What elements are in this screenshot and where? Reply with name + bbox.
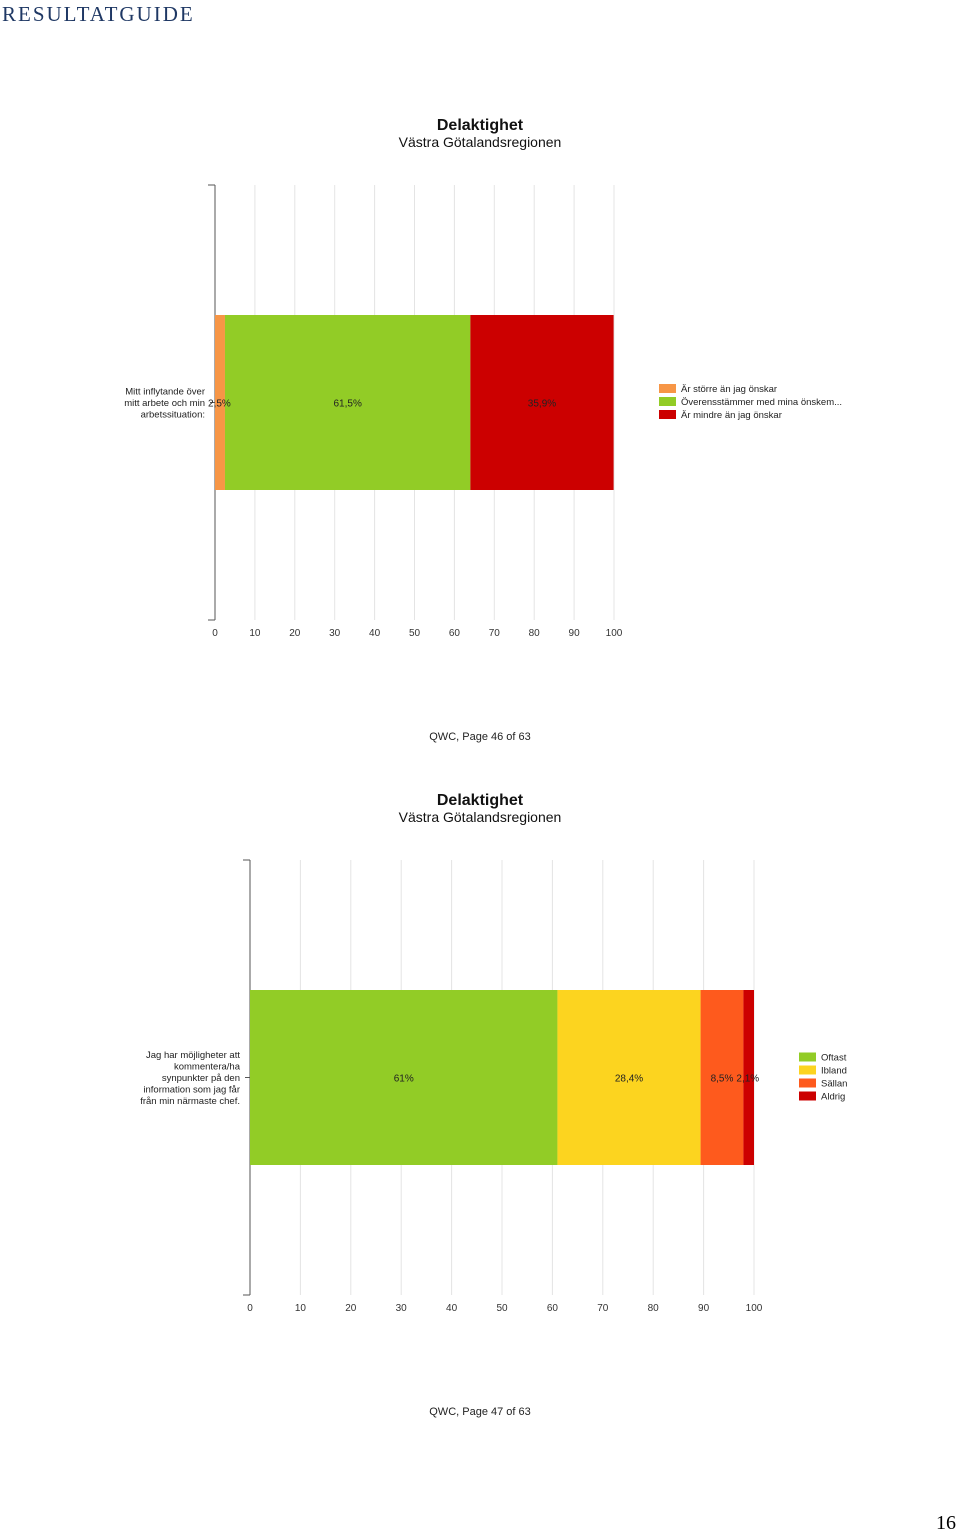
x-tick-label: 70: [489, 628, 501, 639]
legend-label: Överensstämmer med mina önskem...: [681, 397, 842, 408]
bar-segment-3: [470, 315, 614, 490]
x-tick-label: 100: [746, 1303, 763, 1314]
category-label: Mitt inflytande över: [125, 387, 205, 398]
x-tick-label: 100: [606, 628, 623, 639]
chart-subtitle: Västra Götalandsregionen: [399, 134, 562, 150]
data-label: 61%: [394, 1074, 414, 1085]
x-tick-label: 80: [648, 1303, 660, 1314]
x-tick-label: 50: [409, 628, 421, 639]
x-tick-label: 0: [247, 1303, 253, 1314]
bar-segment-2: [557, 990, 701, 1165]
x-tick-label: 40: [369, 628, 381, 639]
chart-2-footer: QWC, Page 47 of 63: [429, 1406, 531, 1418]
legend-swatch: [659, 397, 676, 406]
chart-title: Delaktighet: [437, 792, 524, 809]
data-label: 35,9%: [528, 399, 556, 410]
chart-subtitle: Västra Götalandsregionen: [399, 809, 562, 825]
legend-swatch: [799, 1091, 816, 1101]
data-label: 61,5%: [333, 399, 361, 410]
x-tick-label: 80: [529, 628, 541, 639]
category-label: kommentera/ha: [174, 1062, 241, 1073]
x-tick-label: 50: [496, 1303, 508, 1314]
legend-label: Ibland: [821, 1066, 847, 1077]
legend-label: Sällan: [821, 1079, 847, 1090]
x-tick-label: 90: [569, 628, 581, 639]
legend-swatch: [799, 1078, 816, 1088]
bar-segment-2: [224, 315, 471, 490]
bar-segment-1: [250, 990, 558, 1165]
category-label: mitt arbete och min: [124, 398, 205, 409]
x-tick-label: 70: [597, 1303, 609, 1314]
data-label: 28,4%: [615, 1074, 643, 1085]
data-label: 8,5%: [711, 1074, 734, 1085]
category-label: information som jag får: [143, 1085, 240, 1096]
legend-label: Aldrig: [821, 1092, 845, 1103]
x-tick-label: 90: [698, 1303, 710, 1314]
chart-1-footer: QWC, Page 46 of 63: [429, 731, 531, 743]
x-tick-label: 10: [249, 628, 261, 639]
legend-label: Är större än jag önskar: [681, 384, 777, 395]
x-tick-label: 10: [295, 1303, 307, 1314]
bar-segment-1: [215, 315, 225, 490]
x-tick-label: 60: [449, 628, 461, 639]
category-label: arbetssituation:: [141, 410, 205, 421]
legend-swatch: [659, 384, 676, 393]
x-tick-label: 20: [289, 628, 301, 639]
legend-swatch: [659, 410, 676, 419]
bar-segment-3: [700, 990, 744, 1165]
document-header: RESULTATGUIDE: [2, 2, 195, 26]
legend-label: Oftast: [821, 1053, 847, 1064]
x-tick-label: 40: [446, 1303, 458, 1314]
x-tick-label: 20: [345, 1303, 357, 1314]
category-label: från min närmaste chef.: [140, 1096, 240, 1107]
x-tick-label: 30: [396, 1303, 408, 1314]
category-label: synpunkter på den: [162, 1073, 240, 1084]
x-tick-label: 0: [212, 628, 218, 639]
x-tick-label: 60: [547, 1303, 559, 1314]
data-label: 2,1%: [736, 1074, 759, 1085]
chart-title: Delaktighet: [437, 117, 524, 134]
bar-segment-4: [743, 990, 754, 1165]
legend-swatch: [799, 1065, 816, 1075]
page-number: 16: [936, 1512, 956, 1534]
data-label: 2,5%: [208, 399, 231, 410]
legend-label: Är mindre än jag önskar: [681, 410, 782, 421]
x-tick-label: 30: [329, 628, 341, 639]
category-label: Jag har möjligheter att: [146, 1050, 240, 1061]
legend-swatch: [799, 1052, 816, 1062]
